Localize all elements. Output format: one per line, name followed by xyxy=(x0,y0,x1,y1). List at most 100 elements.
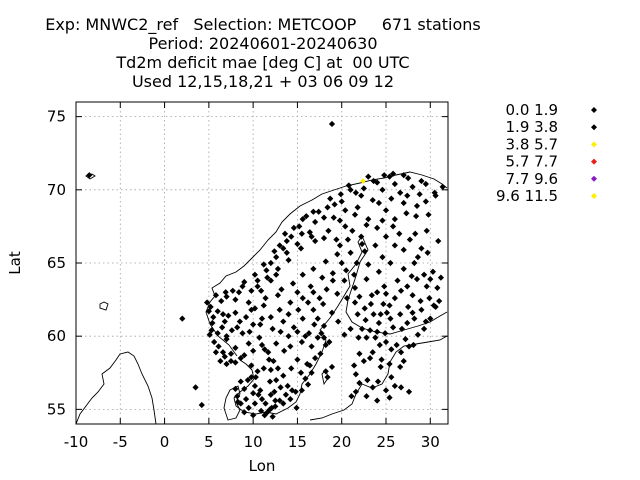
station-marker xyxy=(292,388,299,395)
station-marker xyxy=(413,213,420,220)
station-marker xyxy=(383,309,390,316)
station-marker xyxy=(273,376,280,384)
station-marker xyxy=(366,327,374,334)
station-marker xyxy=(408,273,415,280)
station-marker xyxy=(310,208,317,215)
station-marker xyxy=(322,341,329,349)
station-marker xyxy=(320,322,328,330)
station-marker xyxy=(302,375,309,382)
station-marker xyxy=(290,224,297,231)
station-marker xyxy=(423,227,430,234)
station-marker xyxy=(254,368,261,375)
station-marker xyxy=(375,319,383,327)
station-marker xyxy=(320,300,327,308)
station-marker xyxy=(362,316,369,324)
x-tick-label: 25 xyxy=(376,433,395,451)
station-marker xyxy=(248,362,255,369)
station-marker xyxy=(257,387,264,394)
station-marker xyxy=(378,356,385,363)
station-marker xyxy=(328,363,336,371)
station-marker xyxy=(299,271,306,278)
station-marker xyxy=(382,330,389,337)
station-marker xyxy=(388,374,395,381)
station-marker xyxy=(364,376,371,384)
station-marker xyxy=(374,179,381,186)
station-marker xyxy=(264,409,271,416)
station-marker xyxy=(366,355,374,362)
station-marker xyxy=(382,387,390,394)
station-marker xyxy=(376,341,383,349)
station-marker xyxy=(250,321,257,328)
station-marker xyxy=(417,297,424,305)
station-marker xyxy=(218,297,225,305)
station-marker xyxy=(422,198,429,205)
station-marker xyxy=(370,177,377,185)
station-marker xyxy=(244,376,251,384)
station-marker xyxy=(289,280,297,287)
station-marker xyxy=(294,328,301,335)
legend-label: 0.0 1.9 xyxy=(506,101,558,119)
station-marker xyxy=(235,289,243,296)
station-marker xyxy=(386,302,393,309)
station-marker xyxy=(272,403,279,410)
station-marker xyxy=(248,306,255,313)
station-marker xyxy=(355,334,362,341)
station-marker xyxy=(280,372,287,379)
station-marker xyxy=(222,289,229,296)
station-marker xyxy=(271,248,278,255)
x-axis-label: Lon xyxy=(249,457,276,475)
x-tick-label: -5 xyxy=(113,433,128,451)
station-marker xyxy=(358,240,366,248)
station-marker xyxy=(245,299,252,306)
station-marker xyxy=(420,325,428,332)
station-marker xyxy=(381,172,388,179)
station-marker xyxy=(351,299,359,306)
legend-label: 3.8 5.7 xyxy=(506,135,558,153)
station-marker xyxy=(400,265,407,272)
station-marker xyxy=(345,182,352,189)
station-marker xyxy=(251,271,259,278)
station-marker xyxy=(327,195,334,202)
station-marker xyxy=(374,224,381,231)
station-marker xyxy=(351,362,358,369)
station-marker xyxy=(356,293,363,300)
station-marker xyxy=(274,365,282,372)
station-marker xyxy=(283,237,290,245)
station-marker xyxy=(312,218,319,226)
station-marker xyxy=(276,397,283,404)
station-marker xyxy=(344,236,352,243)
station-marker xyxy=(294,289,301,296)
station-marker xyxy=(310,289,317,296)
station-marker xyxy=(232,309,239,316)
station-marker xyxy=(297,245,305,252)
station-marker xyxy=(336,242,344,249)
station-marker xyxy=(397,363,404,371)
x-tick-label: 5 xyxy=(204,433,214,451)
station-marker xyxy=(210,314,217,321)
legend-marker xyxy=(591,193,597,199)
station-marker xyxy=(266,378,274,385)
station-marker xyxy=(394,277,401,284)
station-marker xyxy=(261,346,268,353)
station-marker xyxy=(400,199,407,207)
station-marker xyxy=(294,240,301,248)
station-marker xyxy=(254,283,261,290)
station-marker xyxy=(382,233,390,240)
station-marker xyxy=(203,299,211,306)
island-outline xyxy=(99,301,109,311)
station-marker xyxy=(418,306,425,313)
station-marker xyxy=(312,355,319,362)
station-marker xyxy=(400,357,407,365)
station-marker xyxy=(267,277,274,284)
station-marker xyxy=(248,287,255,294)
station-marker xyxy=(377,311,384,318)
station-marker xyxy=(274,265,282,272)
station-marker xyxy=(374,378,382,385)
station-marker xyxy=(405,175,412,182)
station-marker xyxy=(269,325,276,332)
station-marker xyxy=(405,303,412,311)
title-line-4: Used 12,15,18,21 + 03 06 09 12 xyxy=(131,72,395,91)
station-marker xyxy=(250,412,257,419)
station-marker xyxy=(269,413,276,420)
